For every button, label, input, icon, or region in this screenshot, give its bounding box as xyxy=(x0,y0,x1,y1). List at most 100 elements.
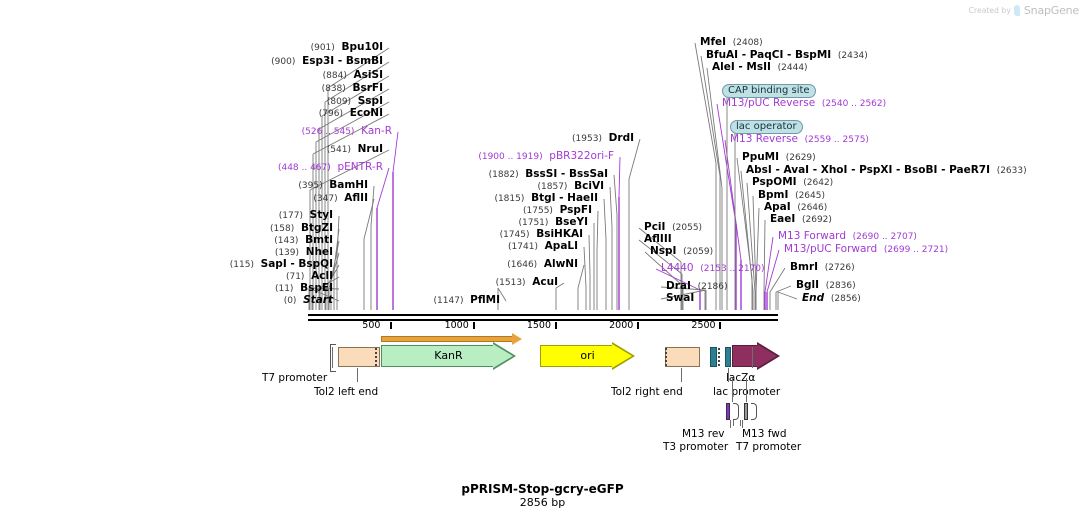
label-enzyme: BtgZI xyxy=(300,222,333,234)
tol2-right-end-lbl: Tol2 right end xyxy=(611,386,683,398)
label-pos: (2836) xyxy=(825,281,856,291)
ruler-tick-label: 500 xyxy=(362,320,381,331)
label-pos: (177) xyxy=(278,211,303,221)
plasmid-length: 2856 bp xyxy=(519,496,566,509)
feature-label-tick xyxy=(357,368,358,382)
label-enzyme: PspFI xyxy=(559,204,592,216)
label-acui: (1513) AcuI xyxy=(0,277,558,289)
leader-line xyxy=(769,267,786,293)
tol2-left-end-lbl: Tol2 left end xyxy=(314,386,379,398)
label-pos: (1751) xyxy=(518,218,549,228)
label-enzyme: L4440 xyxy=(661,262,694,274)
label-enzyme: M13/pUC Reverse xyxy=(722,97,816,109)
feature-box-lacop-box[interactable] xyxy=(725,347,731,367)
leader-line xyxy=(775,285,792,293)
label-pos: (2059) xyxy=(683,247,714,257)
label-enzyme: NruI xyxy=(357,143,383,155)
feature-arrow-kanr[interactable] xyxy=(381,345,494,367)
m13-rev-lbl: M13 rev xyxy=(682,428,725,440)
label-enzyme: BsiHKAI xyxy=(536,228,583,240)
label-pos: (2408) xyxy=(732,38,763,48)
label-bpu10i: (901) Bpu10I xyxy=(0,42,383,54)
watermark-brand: SnapGene xyxy=(1023,4,1079,17)
label-drai: DraI (2186) xyxy=(666,281,728,293)
m13-label-tick xyxy=(730,420,731,428)
m13-label-tick xyxy=(742,420,743,428)
label-pos: (838) xyxy=(321,84,346,94)
label-enzyme: M13/pUC Forward xyxy=(784,243,878,255)
feature-box-cap-box[interactable] xyxy=(710,347,717,367)
feature-arrowhead-kanr xyxy=(493,343,513,368)
ruler-tick xyxy=(554,322,557,329)
label-pos: (526 .. 545) xyxy=(301,127,355,137)
label-m13-rev: M13 Reverse (2559 .. 2575) xyxy=(730,134,869,146)
snapgene-leaf-icon xyxy=(1013,4,1021,17)
pill-label: lac operator xyxy=(730,120,803,134)
label-pos: (809) xyxy=(326,97,352,107)
label-enzyme: BmrI xyxy=(790,261,819,273)
label-pos: (2692) xyxy=(801,215,832,225)
leader-line xyxy=(603,198,607,240)
label-enzyme: AsiSI xyxy=(353,69,383,81)
label-bsihkai: (1745) BsiHKAI xyxy=(0,229,583,241)
label-pcii: PciI (2055) xyxy=(644,222,702,234)
label-pos: (395) xyxy=(298,181,323,191)
leader-line xyxy=(752,195,757,293)
label-nhei: (139) NheI xyxy=(0,247,333,259)
label-enzyme: BspEI xyxy=(300,282,333,294)
label-pos: (158) xyxy=(270,224,295,234)
label-styi: (177) StyI xyxy=(0,210,333,222)
label-m13puc-fwd: M13/pUC Forward (2699 .. 2721) xyxy=(784,244,948,256)
label-pos: (1755) xyxy=(523,206,553,216)
label-pos: (1646) xyxy=(507,260,538,270)
feature-box-tol2-left-end[interactable] xyxy=(338,347,380,367)
feature-label-tick xyxy=(681,368,682,382)
feature-box-dotted-edge xyxy=(665,348,667,366)
label-alei: AleI - MsII (2444) xyxy=(712,62,808,74)
label-enzyme: ApaLI xyxy=(544,240,578,252)
m13-connector-line xyxy=(746,378,747,402)
leader-line xyxy=(777,291,798,300)
feature-box-tol2-right-end[interactable] xyxy=(665,347,700,367)
label-sapi: (115) SapI - BspQI xyxy=(0,259,333,271)
leader-line xyxy=(609,186,613,228)
label-pos: (1882) xyxy=(488,170,519,180)
leader-line xyxy=(577,264,585,289)
label-enzyme: BtgI - HaeII xyxy=(531,192,598,204)
t7-promoter-left: T7 promoter xyxy=(262,372,328,384)
leader-line xyxy=(724,139,742,261)
ruler-tick-label: 2500 xyxy=(691,320,716,331)
label-nspi: NspI (2059) xyxy=(650,246,713,258)
feature-label-tick xyxy=(733,420,734,426)
leader-line xyxy=(746,182,756,293)
label-eaei: EaeI (2692) xyxy=(770,214,832,226)
label-pos: (2699 .. 2721) xyxy=(883,245,949,255)
feature-label-ori: ori xyxy=(580,349,595,362)
label-bpmi: BpmI (2645) xyxy=(758,190,825,202)
label-acli: (71) AclI xyxy=(0,271,333,283)
leader-line xyxy=(596,210,599,252)
ruler-tick xyxy=(472,322,475,329)
leader-line xyxy=(613,174,618,216)
label-pos: (2559 .. 2575) xyxy=(804,135,869,145)
leader-line xyxy=(763,219,766,293)
page-title: pPRISM-Stop-gcry-eGFP xyxy=(461,482,624,496)
label-enzyme: EaeI xyxy=(770,213,796,225)
feature-arrowhead-lacz xyxy=(757,343,777,368)
label-bmri: BmrI (2726) xyxy=(790,262,855,274)
label-enzyme: BsrFI xyxy=(352,82,383,94)
label-enzyme: BciVI xyxy=(574,180,604,192)
label-enzyme: End xyxy=(802,292,825,304)
label-enzyme: BssSI - BssSaI xyxy=(525,168,608,180)
m13-rev-marker[interactable] xyxy=(726,403,740,420)
label-pos: (1147) xyxy=(433,296,464,306)
feature-arrow-ori[interactable] xyxy=(540,345,613,367)
ruler-tick xyxy=(719,322,722,329)
m13-fwd-marker[interactable] xyxy=(744,403,758,420)
label-m13-fwd-primer: M13 Forward (2690 .. 2707) xyxy=(778,231,917,243)
feature-arrow-lacz[interactable] xyxy=(732,345,758,367)
label-pos: (2153 .. 2170) xyxy=(700,264,765,274)
label-pos: (2055) xyxy=(672,223,703,233)
pill-lac-operator: lac operator xyxy=(730,114,803,134)
label-bmti: (143) BmtI xyxy=(0,235,333,247)
